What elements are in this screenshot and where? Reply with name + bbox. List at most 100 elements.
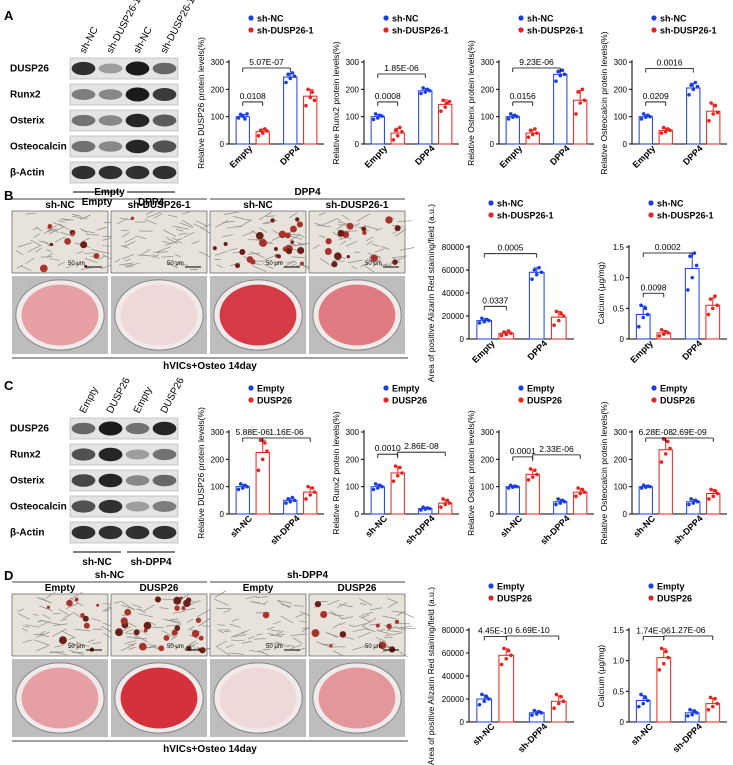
cell-fiber bbox=[198, 251, 212, 259]
cell-fiber bbox=[318, 212, 326, 216]
bar-chart-b2: sh-NC sh-DUSP26-1 Calcium (μg/mg) 0 0.5 1.0 1.… bbox=[595, 195, 733, 375]
cell-fiber bbox=[329, 610, 343, 619]
mineral-nodule bbox=[299, 261, 305, 266]
y-axis-label: Calcium (μg/mg) bbox=[596, 262, 606, 325]
cell-fiber bbox=[91, 618, 102, 622]
blot-strip bbox=[69, 109, 179, 132]
cell-fiber bbox=[56, 652, 68, 655]
x-tick-label: sh-DPP4 bbox=[538, 513, 571, 546]
y-axis-label: Relative Osteocalcin protein levels(%) bbox=[599, 31, 609, 174]
cell-fiber bbox=[178, 232, 188, 235]
blot-row-label: Osterix bbox=[10, 116, 45, 127]
micrograph-tile bbox=[11, 210, 109, 274]
data-point bbox=[637, 704, 641, 709]
cell-fiber bbox=[71, 213, 82, 217]
cell-fiber bbox=[242, 230, 255, 237]
x-tick-label: Empty bbox=[498, 143, 525, 170]
data-point bbox=[288, 499, 293, 504]
cell-fiber bbox=[84, 252, 95, 254]
bar-chart-a1: sh-NC sh-DUSP26-1 Relative DUSP26 protein … bbox=[195, 10, 330, 180]
cell-fiber bbox=[16, 608, 25, 612]
blot-lane-label: sh-DUSP26-1 bbox=[159, 0, 198, 55]
cell-fiber bbox=[247, 636, 255, 640]
cell-fiber bbox=[215, 250, 228, 256]
cell-fiber bbox=[187, 625, 195, 631]
blot-band bbox=[98, 473, 123, 488]
cell-fiber bbox=[165, 237, 178, 245]
y-axis-label: Relative DUSP26 protein levels(%) bbox=[196, 37, 206, 169]
blot-band bbox=[71, 61, 96, 76]
data-point bbox=[504, 332, 509, 337]
image-condition-label: sh-NC bbox=[45, 200, 74, 211]
cell-fiber bbox=[121, 626, 132, 632]
blot-band bbox=[152, 62, 177, 75]
legend-label: sh-DUSP26-1 bbox=[497, 211, 554, 221]
mineral-nodule bbox=[325, 238, 332, 245]
mineral-nodule bbox=[331, 261, 338, 268]
mineral-nodule bbox=[246, 256, 254, 263]
y-tick-label: 100 bbox=[346, 113, 360, 122]
cell-fiber bbox=[347, 259, 363, 264]
p-value-label: 6.69E-10 bbox=[515, 625, 550, 635]
cell-fiber bbox=[344, 636, 355, 640]
legend-marker bbox=[648, 212, 654, 218]
data-point bbox=[292, 74, 297, 79]
x-tick-label: DPP4 bbox=[681, 143, 705, 167]
p-value-label: 0.0156 bbox=[510, 91, 536, 101]
cell-fiber bbox=[39, 620, 51, 627]
cell-fiber bbox=[222, 220, 235, 223]
x-tick-label: Empty bbox=[631, 143, 658, 170]
cell-fiber bbox=[339, 622, 346, 626]
cell-fiber bbox=[87, 639, 95, 643]
cell-fiber bbox=[170, 635, 178, 641]
x-tick-label: sh-DPP4 bbox=[516, 721, 549, 754]
y-axis-label: Area of positive Alizarin Red staining/f… bbox=[426, 587, 436, 765]
data-point bbox=[715, 701, 719, 706]
data-point bbox=[666, 655, 670, 660]
mineral-nodule bbox=[185, 597, 192, 603]
y-tick-label: 200 bbox=[211, 455, 225, 464]
y-tick-label: 0 bbox=[490, 140, 495, 149]
mineral-nodule bbox=[154, 596, 162, 603]
cell-fiber bbox=[167, 214, 178, 218]
mineral-nodule bbox=[346, 255, 350, 259]
cell-fiber bbox=[74, 628, 91, 632]
data-point bbox=[639, 692, 643, 697]
data-point bbox=[663, 452, 668, 456]
mineral-nodule bbox=[195, 617, 202, 623]
cell-fiber bbox=[15, 250, 24, 256]
cell-fiber bbox=[222, 234, 234, 238]
cell-fiber bbox=[399, 247, 415, 251]
mineral-nodule bbox=[388, 646, 396, 653]
data-point bbox=[502, 646, 506, 651]
data-point bbox=[480, 316, 484, 321]
cell-fiber bbox=[332, 650, 345, 657]
panel-letter-b: B bbox=[4, 188, 14, 203]
alizarin-red-images-d: sh-NC sh-DPP4 Empty 50 μm DUSP26 50 μm Empty 50… bbox=[10, 568, 416, 760]
cell-fiber bbox=[172, 610, 186, 614]
data-point bbox=[694, 711, 699, 715]
data-point bbox=[445, 498, 450, 503]
data-point bbox=[554, 79, 558, 83]
cell-fiber bbox=[232, 634, 247, 638]
data-point bbox=[709, 101, 713, 105]
legend-label: sh-DUSP26-1 bbox=[660, 26, 717, 36]
blot-band bbox=[71, 422, 96, 435]
data-point bbox=[441, 98, 445, 103]
cell-fiber bbox=[366, 240, 373, 246]
p-value-label: 0.0001 bbox=[510, 446, 536, 456]
data-point bbox=[310, 90, 315, 94]
data-point bbox=[371, 117, 376, 122]
legend-marker bbox=[383, 397, 389, 403]
cell-fiber bbox=[125, 628, 134, 633]
data-point bbox=[710, 704, 715, 709]
bar bbox=[705, 304, 721, 340]
data-point bbox=[657, 334, 662, 338]
legend-label: sh-NC bbox=[660, 14, 687, 24]
scale-bar-label: 50 μm bbox=[68, 261, 85, 267]
cell-fiber bbox=[356, 623, 367, 627]
legend-label: sh-NC bbox=[497, 199, 524, 209]
mineral-nodule bbox=[124, 608, 132, 616]
data-point bbox=[556, 701, 561, 706]
cell-fiber bbox=[20, 265, 32, 271]
